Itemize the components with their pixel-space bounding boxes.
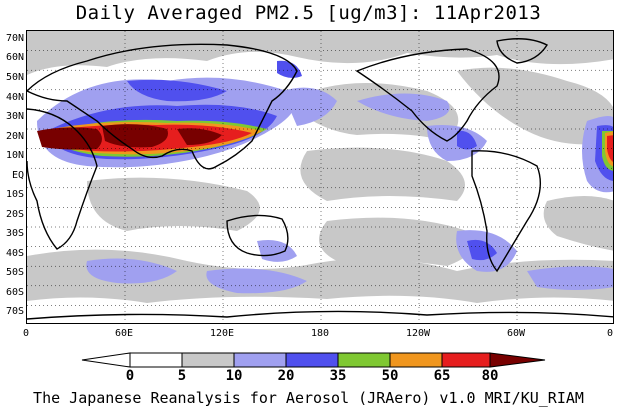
south-pacific-band: [319, 217, 474, 266]
india-core: [177, 128, 222, 145]
lon-label: 60E: [114, 328, 134, 339]
lat-label: 40N: [5, 92, 24, 103]
arabia-core: [102, 124, 168, 148]
lat-label: 50S: [5, 267, 24, 278]
lon-label: 120W: [405, 328, 431, 339]
lat-label: 30S: [5, 228, 24, 239]
colorbar-level: 50: [381, 368, 399, 384]
colorbar-level: 65: [433, 368, 451, 384]
south-atlantic-band: [543, 196, 613, 251]
sahara-core: [37, 127, 102, 150]
north-america-coast: [355, 48, 500, 142]
lat-label: 70N: [5, 33, 24, 44]
lat-label: 30N: [5, 111, 24, 122]
lat-label: 60S: [5, 287, 24, 298]
low-concentration-bands: [27, 31, 613, 303]
lon-label: 120E: [209, 328, 235, 339]
arctic-band: [27, 31, 613, 75]
west-africa-red: [607, 135, 613, 162]
lat-label: 40S: [5, 248, 24, 259]
darkred-regions: [37, 124, 222, 150]
lat-label: 60N: [5, 52, 24, 63]
colorbar-level: 5: [177, 368, 187, 384]
lat-label: 20S: [5, 209, 24, 220]
southern-ocean-blob-2: [206, 268, 307, 294]
colorbar-bin: [285, 352, 339, 368]
footer-credit: The Japanese Reanalysis for Aerosol (JRA…: [33, 389, 584, 407]
australia-east: [257, 240, 297, 262]
lat-label: EQ: [11, 170, 24, 181]
graticule: [27, 31, 613, 323]
greenland-coast: [496, 38, 549, 64]
colorbar-bin: [129, 352, 183, 368]
lat-label: 20N: [5, 131, 24, 142]
southern-ocean-blob-3: [527, 266, 613, 290]
equatorial-band: [87, 177, 260, 231]
lat-label: 50N: [5, 72, 24, 83]
map-canvas: [27, 31, 613, 323]
pacific-plume: [282, 87, 337, 126]
antarctica-coast: [27, 310, 613, 320]
lat-label: 70S: [5, 306, 24, 317]
colorbar: [81, 352, 546, 368]
australia-coast: [226, 214, 289, 257]
map-title: Daily Averaged PM2.5 [ug/m3]: 11Apr2013: [75, 2, 542, 24]
colorbar-level: 20: [277, 368, 295, 384]
colorbar-level: 80: [481, 368, 499, 384]
kamchatka-plume: [277, 60, 302, 78]
colorbar-level: 0: [125, 368, 135, 384]
mongolia-plume: [127, 79, 227, 102]
pm25-map: [26, 30, 614, 324]
colorbar-level: 35: [329, 368, 347, 384]
eurasia-coast: [27, 43, 298, 170]
southern-band: [27, 249, 613, 303]
colorbar-bin: [389, 352, 443, 368]
lon-label: 60W: [506, 328, 526, 339]
lon-label: 180: [310, 328, 330, 339]
colorbar-arrow-high: [489, 352, 546, 368]
colorbar-bin: [337, 352, 391, 368]
colorbar-arrow-low: [81, 352, 131, 368]
colorbar-bin: [441, 352, 491, 368]
colorbar-level: 10: [225, 368, 243, 384]
central-america: [457, 130, 477, 150]
colorbar-bin: [233, 352, 287, 368]
colorbar-bin: [181, 352, 235, 368]
lon-label: 0: [22, 328, 30, 339]
south-america-coast: [471, 150, 541, 273]
lon-label: 0: [606, 328, 614, 339]
north-america-plume: [357, 93, 450, 121]
southern-ocean-blob-1: [86, 258, 177, 284]
lat-label: 10S: [5, 189, 24, 200]
lat-label: 10N: [5, 150, 24, 161]
africa-coast: [27, 108, 98, 250]
coastlines: [27, 38, 613, 320]
